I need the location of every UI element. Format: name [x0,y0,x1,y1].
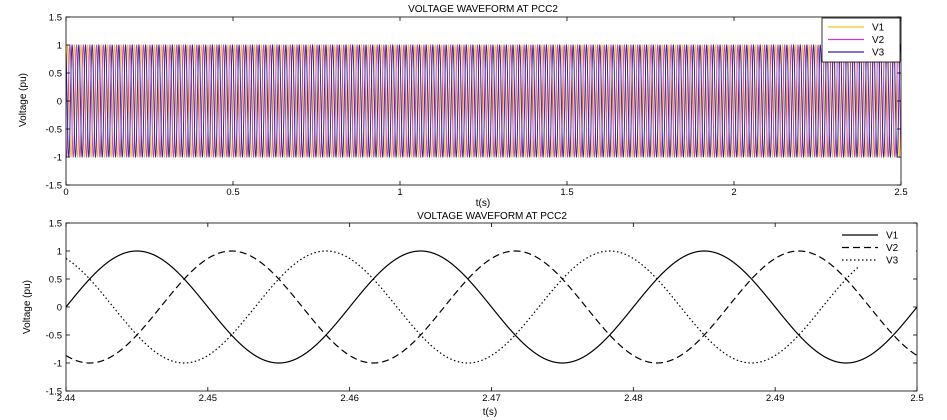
chart-top-y-tick-label: -1.5 [46,181,62,192]
chart-bottom-x-tick-label: 2.5 [910,393,923,404]
chart-top-title: VOLTAGE WAVEFORM AT PCC2 [408,4,558,15]
chart-top-x-tick-label: 2.5 [894,187,907,198]
chart-top-y-tick-label: 0 [57,97,62,108]
chart-top-y-axis-label: Voltage (pu) [18,73,29,127]
chart-top-x-axis-label: t(s) [476,198,490,209]
chart-bottom-y-tick-label: -1.5 [46,387,62,398]
chart-top-legend-label-v1: V1 [872,23,885,34]
chart-top-y-tick-label: -0.5 [46,125,62,136]
chart-bottom-legend-box [836,226,916,266]
chart-bottom-x-tick-label: 2.49 [766,393,785,404]
chart-bottom-y-axis-label: Voltage (pu) [22,280,33,334]
chart-top-series-v3-line [66,43,901,159]
chart-bottom-title: VOLTAGE WAVEFORM AT PCC2 [417,211,567,222]
chart-top-x-tick-label: 1.5 [560,187,573,198]
chart-bottom-x-tick-label: 2.45 [199,393,218,404]
chart-bottom-ticks: 2.44 2.45 2.46 2.47 2.48 2.49 2.5 -1.5 -1 -0.5 0 0.… [46,219,924,405]
chart-top: VOLTAGE WAVEFORM AT PCC2 Voltage (pu) t(… [18,4,908,209]
chart-top-x-tick-label: 0 [63,187,68,198]
chart-top-y-tick-label: 0.5 [49,69,62,80]
chart-bottom-series-v1-line [66,250,917,364]
chart-bottom-x-axis-label: t(s) [483,407,497,418]
chart-bottom-series-v3-line [66,250,917,364]
chart-top-x-tick-label: 1 [397,187,402,198]
chart-top-legend-label-v3: V3 [872,48,885,59]
chart-bottom-y-tick-label: 0.5 [49,275,62,286]
chart-bottom-legend-label-v2: V2 [886,243,899,254]
chart-top-x-tick-label: 0.5 [226,187,239,198]
chart-top-series-v2-line [66,43,901,159]
chart-top-y-tick-label: -1 [54,153,62,164]
chart-bottom-y-tick-label: -1 [54,359,62,370]
chart-bottom-plot-area [65,222,918,392]
chart-bottom-y-tick-label: -0.5 [46,331,62,342]
chart-bottom-legend-label-v3: V3 [886,256,899,267]
chart-top-y-tick-label: 1 [57,41,62,52]
chart-bottom-x-tick-label: 2.47 [482,393,501,404]
chart-bottom-x-tick-label: 2.44 [57,393,76,404]
chart-top-y-tick-label: 1.5 [49,13,62,24]
chart-top-legend-label-v2: V2 [872,35,885,46]
chart-top-ticks: 0 0.5 1 1.5 2 2.5 -1.5 -1 -0.5 0 0.5 1 1.5 [46,13,908,199]
chart-top-series-v1-line [66,43,901,159]
chart-bottom-y-tick-label: 1 [57,247,62,258]
chart-bottom-legend-label-v1: V1 [886,231,899,242]
chart-bottom: VOLTAGE WAVEFORM AT PCC2 Voltage (pu) t(… [22,211,924,418]
chart-bottom-y-tick-label: 1.5 [49,219,62,230]
chart-top-plot-area [65,16,902,186]
chart-bottom-x-tick-label: 2.48 [624,393,643,404]
chart-top-x-tick-label: 2 [731,187,736,198]
chart-bottom-y-tick-label: 0 [57,303,62,314]
chart-bottom-x-tick-label: 2.46 [340,393,359,404]
